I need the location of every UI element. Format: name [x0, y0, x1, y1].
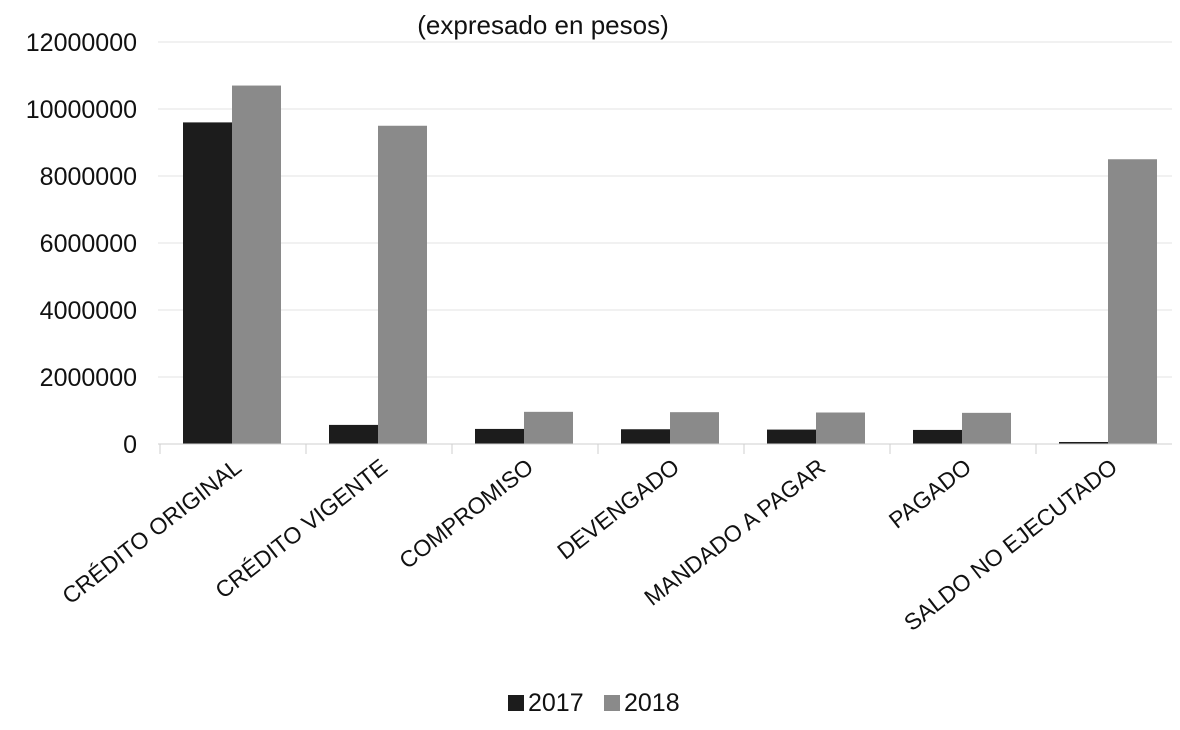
- bar-2017-3: [621, 429, 670, 444]
- x-category-label: DEVENGADO: [552, 453, 684, 564]
- y-tick-label: 2000000: [40, 364, 137, 392]
- bars: [183, 85, 1157, 445]
- y-tick-label: 12000000: [26, 29, 137, 57]
- gridlines: [158, 41, 1172, 378]
- bar-2017-1: [329, 424, 378, 444]
- y-tick-label: 8000000: [40, 163, 137, 191]
- legend-label-2018: 2018: [624, 689, 680, 717]
- y-tick-label: 6000000: [40, 230, 137, 258]
- legend: 2017 2018: [508, 689, 680, 717]
- bar-2017-0: [183, 122, 232, 445]
- bar-2018-1: [378, 125, 427, 444]
- bar-2018-3: [670, 412, 719, 444]
- y-tick-label: 10000000: [26, 96, 137, 124]
- y-tick-label: 0: [123, 431, 137, 459]
- bar-2018-0: [232, 85, 281, 445]
- bar-2018-4: [816, 412, 865, 444]
- bar-2018-2: [524, 411, 573, 444]
- chart-subtitle: (expresado en pesos): [417, 10, 668, 40]
- legend-swatch-2018: [604, 695, 620, 711]
- legend-swatch-2017: [508, 695, 524, 711]
- bar-2018-6: [1108, 159, 1157, 444]
- x-category-label: COMPROMISO: [394, 453, 538, 573]
- legend-label-2017: 2017: [528, 689, 584, 717]
- y-tick-label: 4000000: [40, 297, 137, 325]
- bar-2017-2: [475, 428, 524, 444]
- bar-2018-5: [962, 412, 1011, 444]
- bar-2017-5: [913, 429, 962, 444]
- x-category-label: PAGADO: [884, 453, 976, 533]
- bar-2017-6: [1059, 441, 1108, 444]
- bar-2017-4: [767, 429, 816, 444]
